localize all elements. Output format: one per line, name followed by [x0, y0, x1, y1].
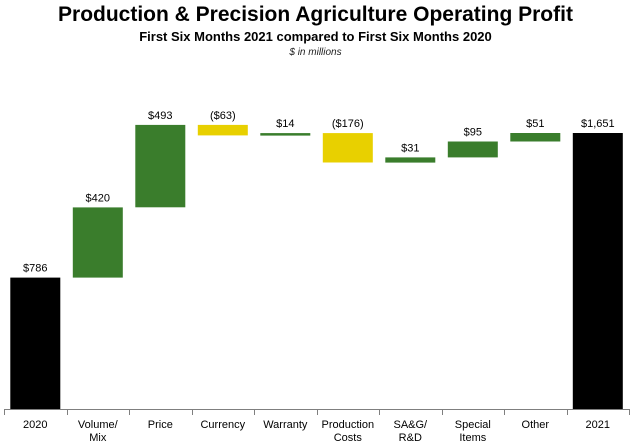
- data-label: $51: [526, 118, 544, 130]
- category-label: Special Items: [455, 419, 491, 444]
- data-label: $786: [23, 263, 47, 275]
- data-label: $95: [464, 127, 482, 139]
- bar-3: [135, 124, 186, 208]
- category-label: Warranty: [263, 419, 308, 431]
- data-label: $420: [86, 192, 110, 204]
- category-label: Production Costs: [322, 419, 375, 444]
- category-label: Price: [148, 419, 173, 431]
- chart-subtitle: First Six Months 2021 compared to First …: [139, 29, 492, 44]
- chart-title: Production & Precision Agriculture Opera…: [58, 3, 573, 26]
- data-label: $31: [401, 142, 419, 154]
- bar-1: [10, 277, 61, 409]
- data-label: $493: [148, 110, 172, 122]
- bar-7: [385, 157, 436, 163]
- bar-2: [72, 207, 123, 278]
- data-label: $1,651: [581, 118, 615, 130]
- data-label: ($63): [210, 110, 236, 122]
- bar-8: [447, 141, 498, 158]
- unit-note: $ in millions: [289, 47, 342, 58]
- data-label: ($176): [332, 118, 364, 130]
- bar-4: [197, 124, 248, 136]
- data-label: $14: [276, 118, 294, 130]
- bar-5: [260, 133, 311, 136]
- category-label: Currency: [200, 419, 245, 431]
- category-label: 2021: [586, 419, 610, 431]
- bar-6: [322, 133, 373, 163]
- category-label: SA&G/R&D: [393, 419, 428, 444]
- category-label: Volume/Mix: [78, 419, 119, 444]
- bar-9: [510, 133, 561, 142]
- bar-10: [572, 133, 623, 409]
- category-label: 2020: [23, 419, 47, 431]
- category-label: Other: [522, 419, 550, 431]
